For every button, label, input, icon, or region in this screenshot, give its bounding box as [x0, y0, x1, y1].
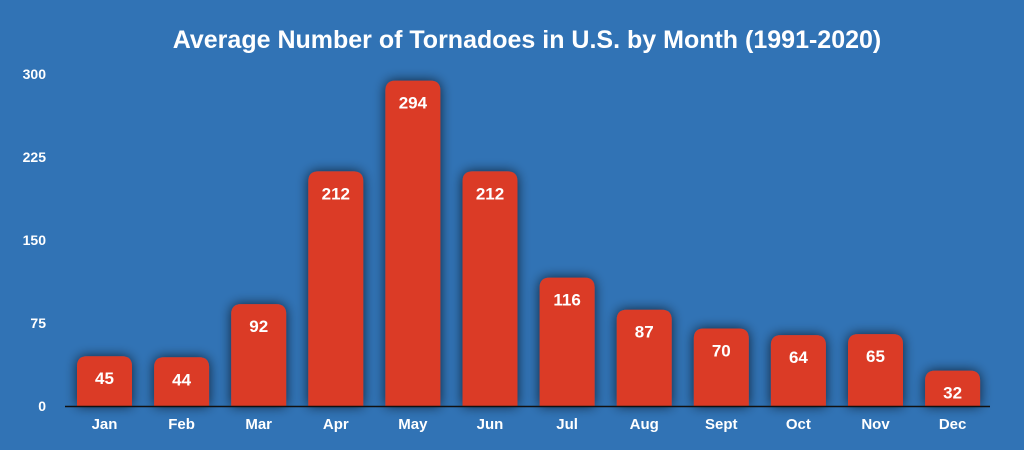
- data-label: 45: [95, 369, 114, 388]
- data-label: 212: [476, 184, 504, 203]
- y-tick-label: 225: [23, 149, 47, 165]
- bar-apr: [308, 171, 364, 406]
- bar-nov: [848, 334, 903, 406]
- x-tick-label: Jan: [92, 416, 118, 433]
- data-label: 87: [635, 323, 654, 342]
- y-tick-label: 0: [38, 398, 46, 414]
- bar-dec: [925, 370, 981, 406]
- data-label: 65: [866, 347, 885, 366]
- x-tick-label: Jul: [556, 416, 578, 433]
- data-label: 32: [943, 384, 962, 403]
- x-tick-label: Feb: [168, 416, 195, 433]
- x-tick-label: May: [398, 416, 428, 433]
- x-tick-label: Dec: [939, 416, 967, 433]
- bar-jun: [462, 171, 518, 406]
- x-tick-label: Nov: [861, 416, 890, 433]
- bar-oct: [770, 335, 826, 406]
- x-tick-label: Jun: [477, 416, 504, 433]
- data-label: 44: [172, 370, 191, 389]
- x-tick-label: Aug: [630, 416, 659, 433]
- y-tick-label: 75: [30, 315, 46, 331]
- data-label: 70: [712, 342, 731, 361]
- bar-feb: [154, 357, 210, 406]
- bar-sept: [693, 328, 749, 406]
- x-tick-label: Oct: [786, 416, 811, 433]
- chart-title: Average Number of Tornadoes in U.S. by M…: [173, 26, 881, 54]
- data-label: 64: [789, 348, 808, 367]
- y-tick-label: 300: [23, 66, 47, 82]
- x-tick-label: Apr: [323, 416, 349, 433]
- bar-mar: [231, 304, 287, 406]
- data-label: 116: [553, 291, 580, 310]
- bar-jan: [77, 356, 132, 406]
- data-label: 92: [249, 317, 268, 336]
- bar-jul: [539, 277, 595, 406]
- data-label: 294: [399, 94, 428, 113]
- x-tick-label: Sept: [705, 416, 738, 433]
- bar-may: [385, 80, 441, 406]
- y-tick-label: 150: [23, 232, 47, 248]
- bar-aug: [616, 309, 672, 406]
- data-label: 212: [322, 184, 350, 203]
- x-tick-label: Mar: [245, 416, 272, 433]
